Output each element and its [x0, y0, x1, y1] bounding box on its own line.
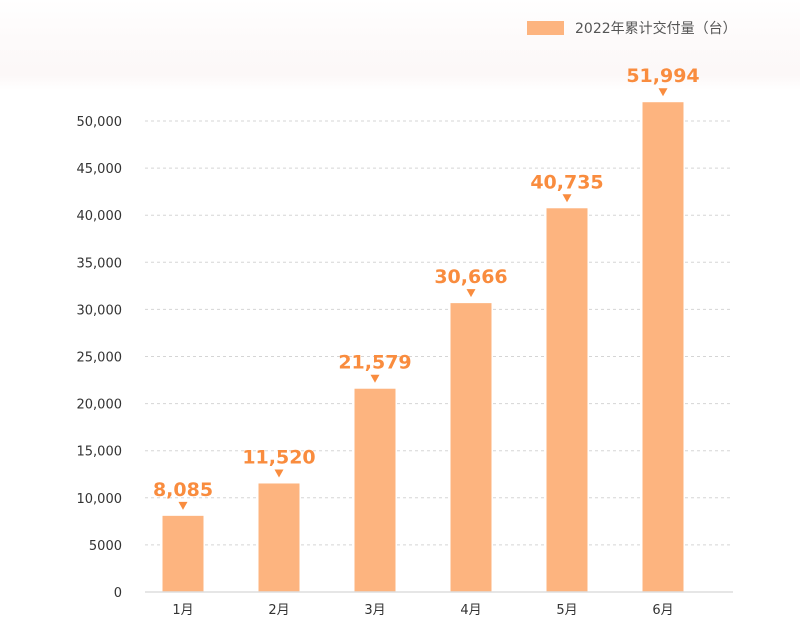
y-tick-label: 50,000: [77, 115, 123, 130]
data-label: 21,579: [338, 352, 411, 374]
bar: [546, 208, 588, 592]
bar: [258, 483, 300, 592]
legend: 2022年累计交付量（台）: [527, 18, 737, 38]
y-tick-label: 0: [114, 586, 122, 601]
y-tick-label: 15,000: [77, 445, 123, 460]
bar-marker-icon: [562, 194, 572, 203]
x-tick-label: 3月: [364, 603, 385, 618]
y-tick-label: 40,000: [77, 209, 123, 224]
bar: [354, 388, 396, 592]
bar-marker-icon: [370, 374, 380, 383]
y-tick-label: 10,000: [77, 492, 123, 507]
bar-marker-icon: [658, 88, 668, 97]
y-tick-label: 25,000: [77, 351, 123, 366]
x-tick-label: 6月: [652, 603, 673, 618]
x-tick-label: 5月: [556, 603, 577, 618]
y-tick-label: 5000: [89, 539, 122, 554]
x-tick-label: 1月: [172, 603, 193, 618]
data-label: 51,994: [626, 65, 699, 87]
data-label: 40,735: [530, 171, 603, 193]
y-tick-label: 20,000: [77, 398, 123, 413]
data-label: 30,666: [434, 266, 507, 288]
bar-marker-icon: [178, 501, 188, 510]
bar-marker-icon: [466, 289, 476, 298]
y-tick-label: 45,000: [77, 162, 123, 177]
y-tick-label: 30,000: [77, 303, 123, 318]
legend-swatch: [527, 21, 564, 35]
bar: [642, 102, 684, 592]
x-tick-label: 2月: [268, 603, 289, 618]
bar-marker-icon: [274, 469, 284, 478]
data-label: 11,520: [242, 446, 315, 468]
bar: [450, 303, 492, 592]
data-label: 8,085: [153, 479, 213, 501]
y-tick-label: 35,000: [77, 256, 123, 271]
legend-label: 2022年累计交付量（台）: [575, 21, 737, 37]
x-tick-label: 4月: [460, 603, 481, 618]
bar: [162, 515, 204, 592]
